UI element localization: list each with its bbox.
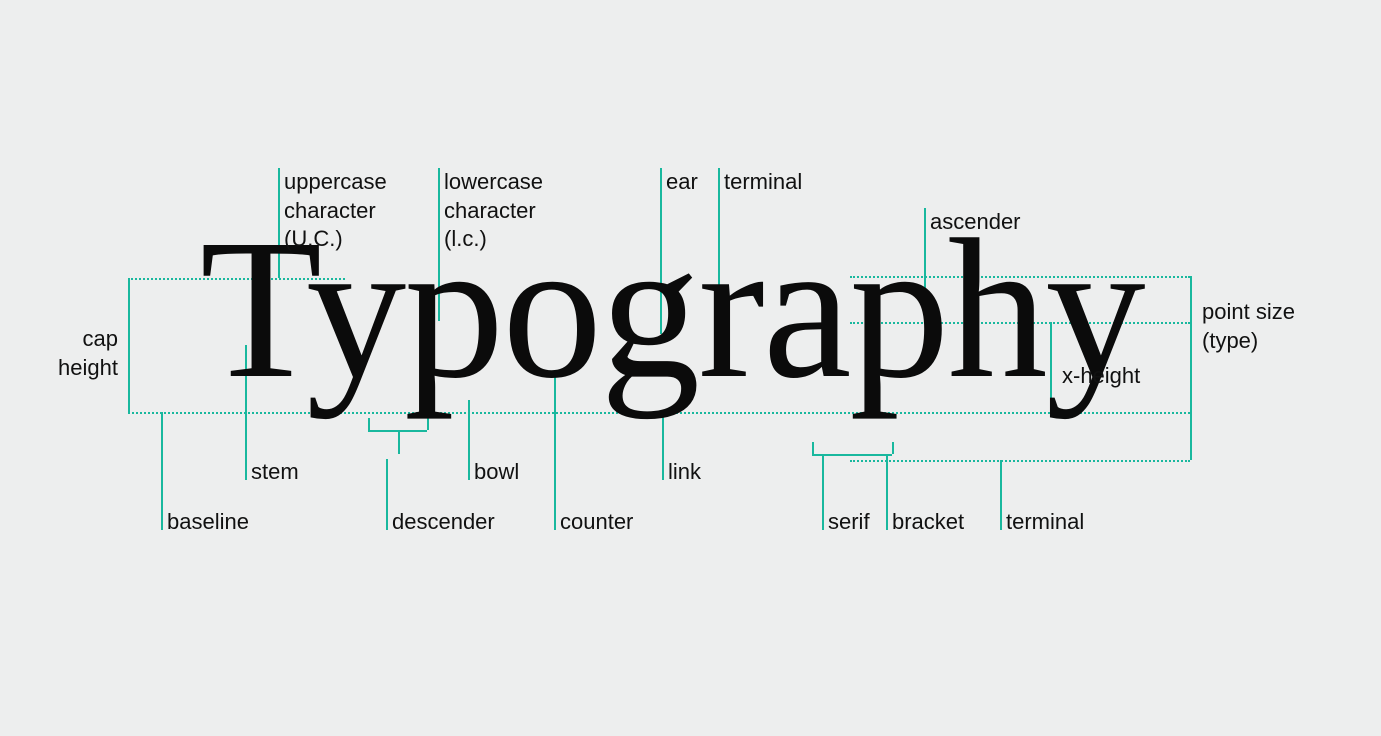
label-counter: counter — [560, 508, 633, 537]
leader-descender — [386, 459, 388, 530]
label-ear: ear — [666, 168, 698, 197]
label-lowercase: lowercase character (l.c.) — [444, 168, 543, 254]
guide-descender-bottom — [850, 460, 1190, 462]
label-link: link — [668, 458, 701, 487]
leader-terminal-bot — [1000, 460, 1002, 530]
label-terminal-bot: terminal — [1006, 508, 1084, 537]
bracket-serif-left — [812, 442, 814, 454]
bracket-serif-width — [812, 454, 892, 456]
label-terminal-top: terminal — [724, 168, 802, 197]
bracket-stem-drop — [398, 430, 400, 454]
label-ascender: ascender — [930, 208, 1021, 237]
leader-link — [662, 410, 664, 480]
leader-baseline — [161, 412, 163, 530]
leader-bracket — [886, 454, 888, 530]
typography-anatomy-diagram: Typography uppercase character (U.C.) lo… — [0, 0, 1381, 736]
label-cap-height: cap height — [58, 325, 118, 382]
label-baseline: baseline — [167, 508, 249, 537]
bracket-serif-right — [892, 442, 894, 454]
label-bowl: bowl — [474, 458, 519, 487]
label-serif: serif — [828, 508, 870, 537]
leader-serif — [822, 454, 824, 530]
label-descender: descender — [392, 508, 495, 537]
label-point-size: point size (type) — [1202, 298, 1295, 355]
bracket-point-size — [1190, 276, 1192, 460]
label-uppercase: uppercase character (U.C.) — [284, 168, 387, 254]
bracket-cap-height — [128, 278, 130, 412]
label-stem: stem — [251, 458, 299, 487]
label-bracket: bracket — [892, 508, 964, 537]
label-x-height: x-height — [1062, 362, 1140, 391]
